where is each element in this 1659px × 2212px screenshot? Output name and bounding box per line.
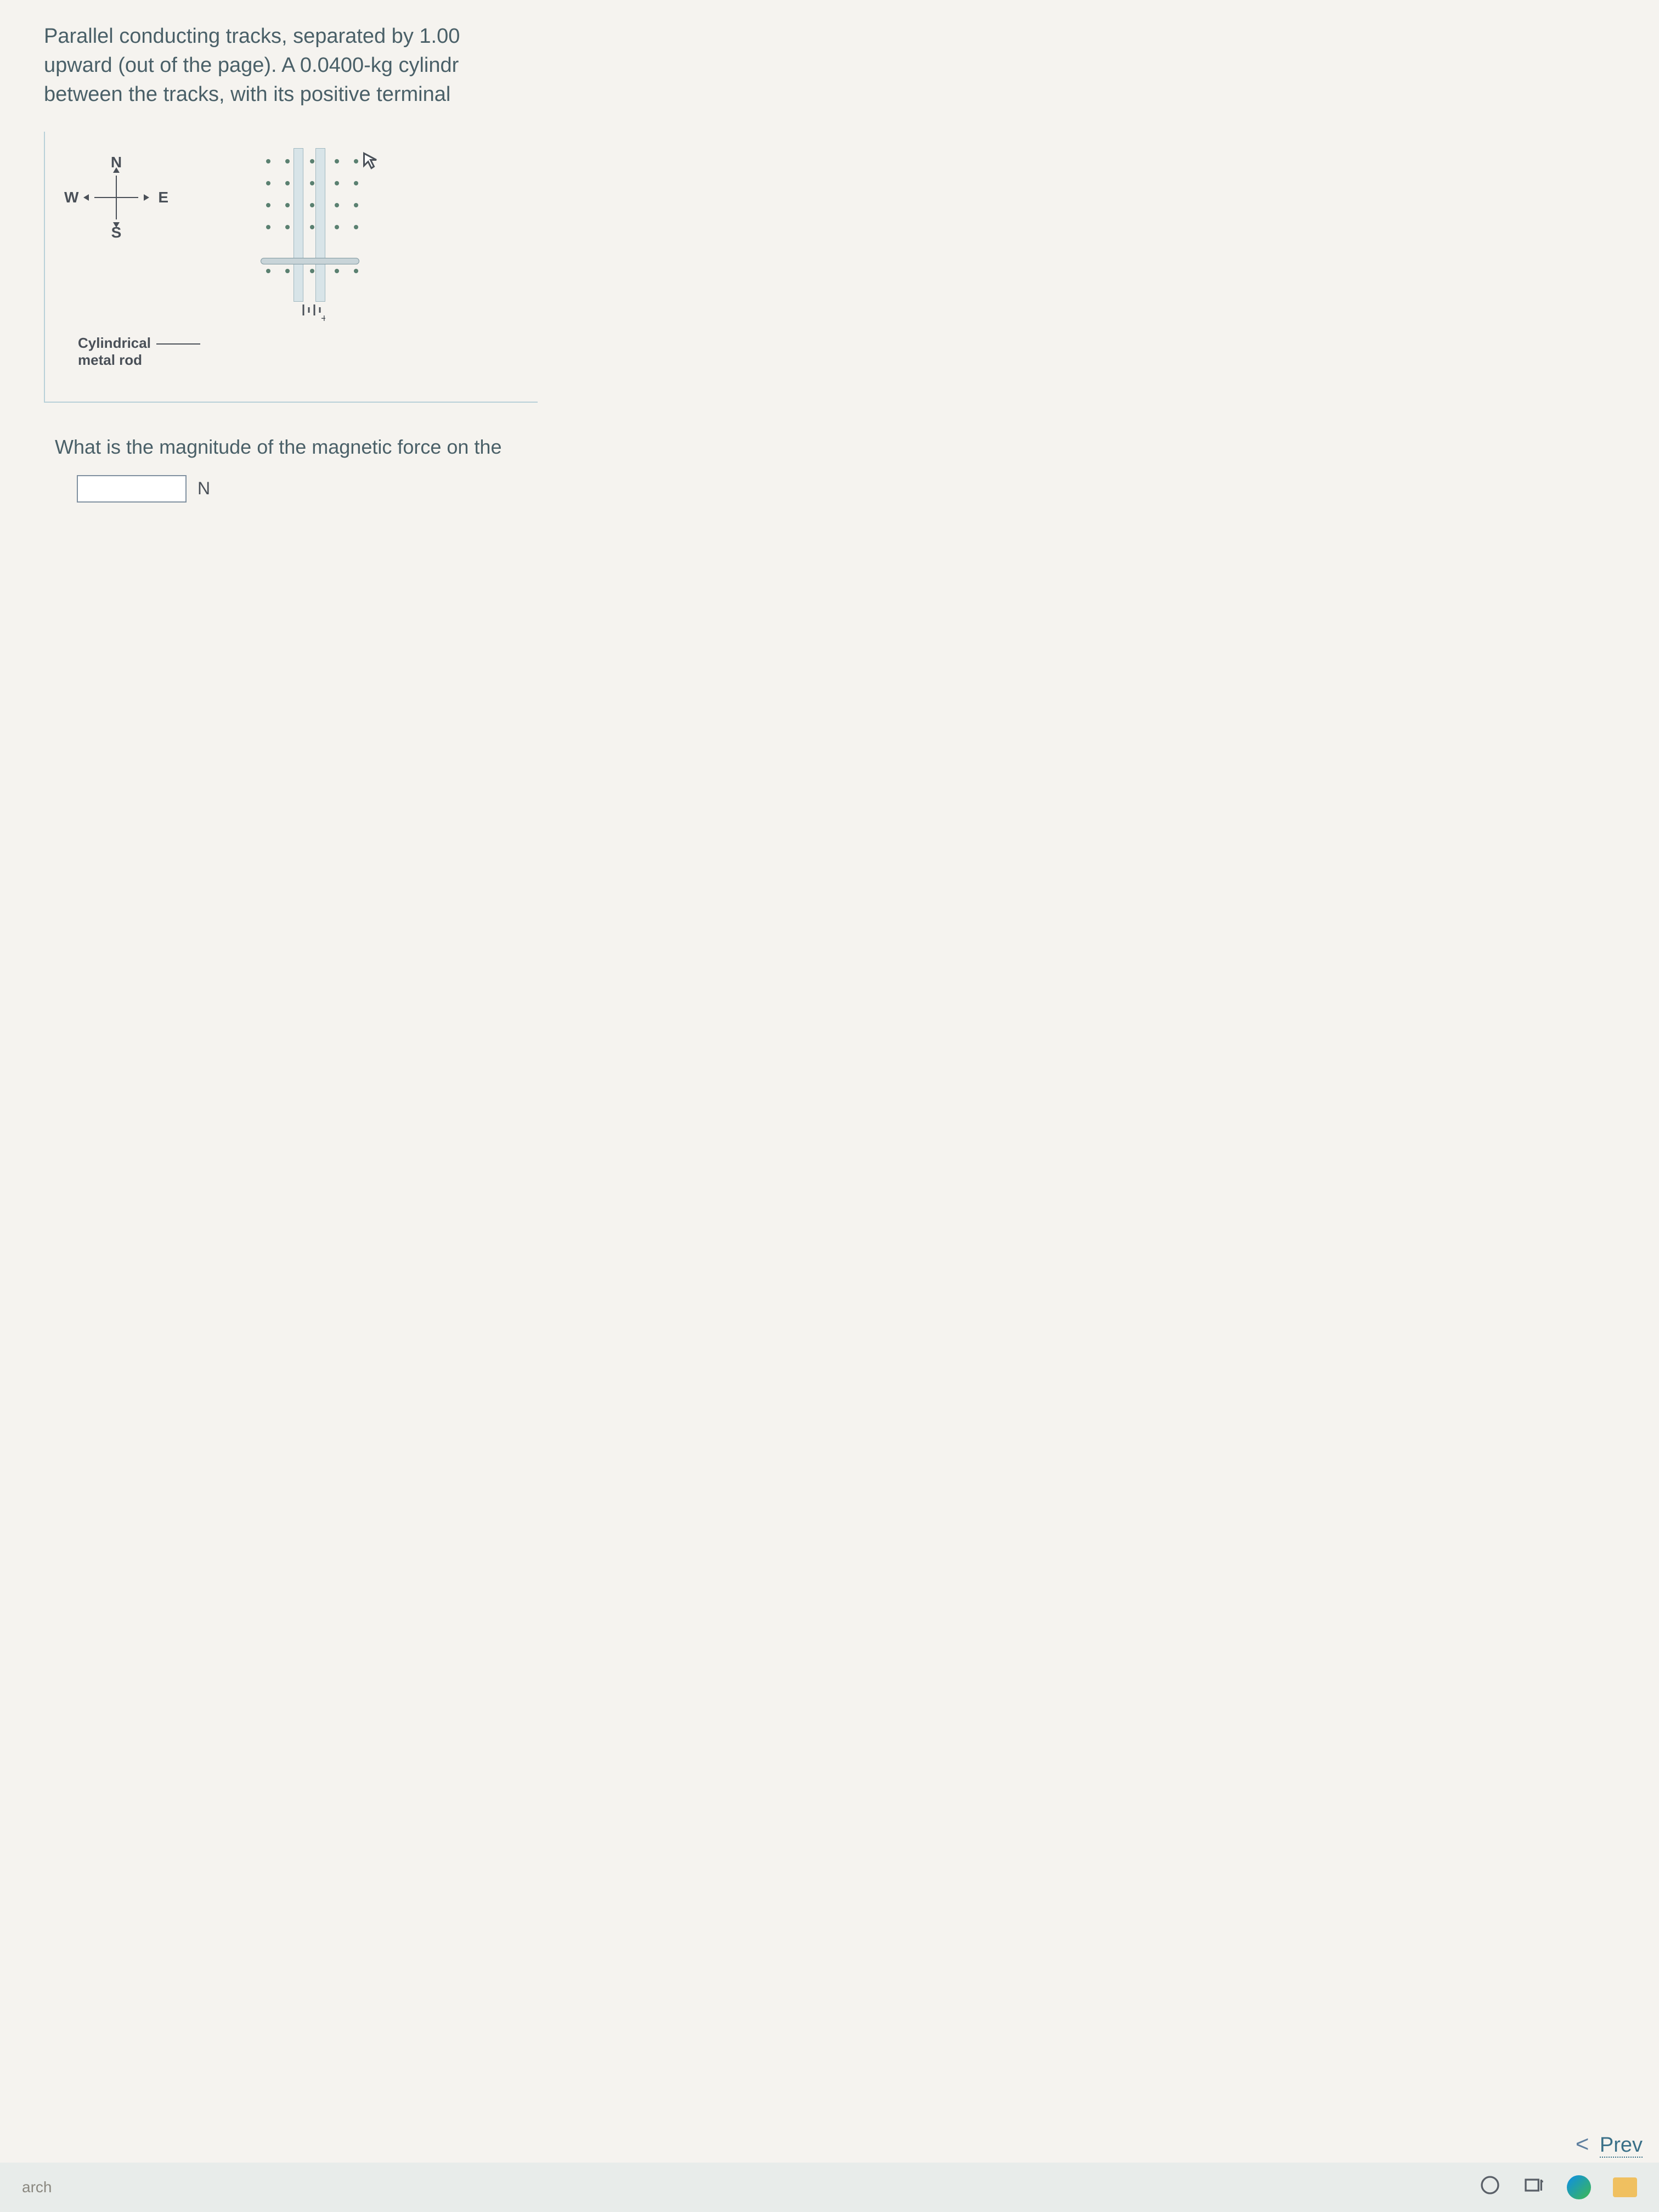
search-input-text[interactable]: arch xyxy=(22,2179,52,2196)
rod-label-group: Cylindrical metal rod xyxy=(78,335,200,369)
field-dot-icon xyxy=(285,269,290,273)
taskbar: arch xyxy=(0,2163,1659,2212)
field-dot-icon xyxy=(266,203,270,207)
rod-label-2: metal rod xyxy=(78,352,200,369)
unit-label: N xyxy=(198,478,210,499)
field-dot-icon xyxy=(354,203,358,207)
question-text: What is the magnitude of the magnetic fo… xyxy=(55,436,1659,459)
problem-line-3: between the tracks, with its positive te… xyxy=(44,80,1659,109)
field-dot-icon xyxy=(335,269,339,273)
problem-line-2: upward (out of the page). A 0.0400-kg cy… xyxy=(44,51,1659,80)
problem-statement: Parallel conducting tracks, separated by… xyxy=(44,22,1659,110)
rod-label-1: Cylindrical xyxy=(78,335,200,352)
arrow-west-icon xyxy=(83,194,89,201)
field-dot-icon xyxy=(354,159,358,163)
field-dot-icon xyxy=(266,225,270,229)
track-left xyxy=(294,148,303,302)
field-dot-icon xyxy=(266,269,270,273)
field-dot-icon xyxy=(354,269,358,273)
taskbar-icons xyxy=(1479,2174,1637,2201)
compass-east-label: E xyxy=(158,189,168,206)
field-dot-icon xyxy=(310,203,314,207)
problem-line-1: Parallel conducting tracks, separated by… xyxy=(44,22,1659,51)
field-dot-icon xyxy=(310,181,314,185)
content-area: Parallel conducting tracks, separated by… xyxy=(0,0,1659,503)
field-dot-icon xyxy=(335,159,339,163)
cursor-arrow-icon xyxy=(362,151,381,175)
field-dot-icon xyxy=(285,159,290,163)
field-dot-icon xyxy=(354,181,358,185)
file-explorer-icon[interactable] xyxy=(1613,2177,1637,2197)
compass-rose: N S W E xyxy=(78,159,155,236)
field-dot-icon xyxy=(285,225,290,229)
edge-browser-icon[interactable] xyxy=(1567,2175,1591,2199)
track-right xyxy=(315,148,325,302)
arrow-south-icon xyxy=(113,222,120,228)
answer-row: N xyxy=(77,475,1659,503)
field-dot-icon xyxy=(310,225,314,229)
field-dot-icon xyxy=(335,181,339,185)
arrow-east-icon xyxy=(144,194,149,201)
field-dot-icon xyxy=(285,203,290,207)
track-diagram: + xyxy=(233,148,387,324)
answer-input[interactable] xyxy=(77,475,187,503)
field-dot-icon xyxy=(335,225,339,229)
arrow-north-icon xyxy=(113,167,120,173)
svg-text:+: + xyxy=(321,313,325,325)
rod-pointer-line xyxy=(156,343,200,345)
prev-button[interactable]: Prev xyxy=(1600,2134,1643,2158)
field-dot-icon xyxy=(335,203,339,207)
diagram-container: N S W E Cylindrical metal rod xyxy=(44,132,538,403)
field-dot-icon xyxy=(266,159,270,163)
battery-icon: + xyxy=(298,299,325,329)
compass-west-label: W xyxy=(64,189,78,206)
chevron-left-icon: < xyxy=(1576,2131,1589,2157)
task-view-icon[interactable] xyxy=(1523,2174,1545,2201)
field-dot-icon xyxy=(310,159,314,163)
cortana-icon[interactable] xyxy=(1479,2174,1501,2201)
field-dot-icon xyxy=(266,181,270,185)
compass-and-label: N S W E Cylindrical metal rod xyxy=(78,148,200,369)
diagram-inner: N S W E Cylindrical metal rod xyxy=(78,148,505,369)
field-dot-icon xyxy=(354,225,358,229)
field-dot-icon xyxy=(310,269,314,273)
nav-footer: < Prev xyxy=(1576,2131,1643,2157)
field-dot-icon xyxy=(285,181,290,185)
cylindrical-rod xyxy=(261,258,359,264)
